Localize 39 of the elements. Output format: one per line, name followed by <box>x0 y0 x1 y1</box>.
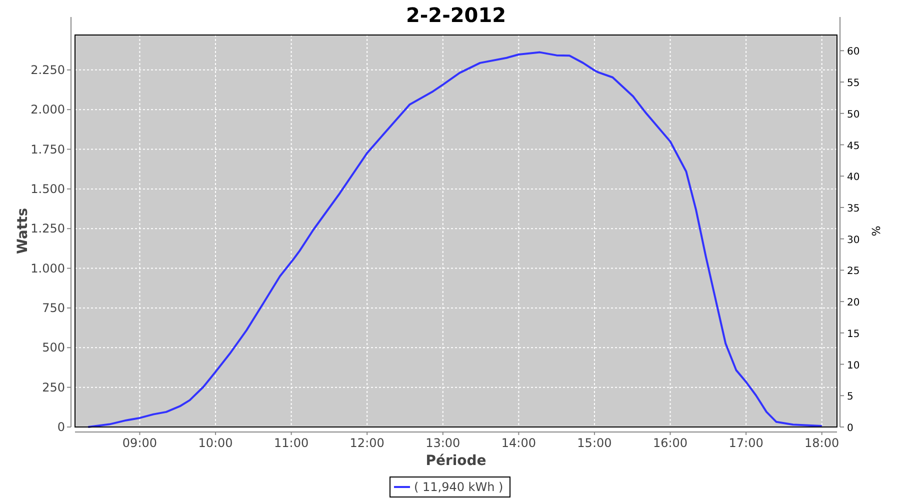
y-tick-label: 500 <box>42 340 65 355</box>
y-tick-label: 2.000 <box>30 102 65 117</box>
x-tick-label: 15:00 <box>577 436 612 450</box>
y2-tick-label: 35 <box>847 203 860 214</box>
y-tick-label: 250 <box>42 380 65 394</box>
y2-tick-label: 30 <box>847 234 860 246</box>
y2-tick-label: 40 <box>847 172 860 184</box>
line-series <box>87 51 823 428</box>
y-tick-label: 1.500 <box>30 182 65 196</box>
y2-tick-label: 45 <box>847 140 860 152</box>
y2-tick-label: 50 <box>847 109 860 120</box>
y2-tick-label: 60 <box>847 46 860 58</box>
x-tick-label: 13:00 <box>426 436 460 450</box>
y-tick-label: 750 <box>42 300 65 315</box>
legend-label: ( 11,940 kWh ) <box>414 480 504 494</box>
y2-tick-label: 15 <box>847 328 860 340</box>
y2-tick-label: 20 <box>847 298 860 309</box>
y2-tick-label: 55 <box>847 78 860 90</box>
y2-tick-label: 0 <box>847 423 854 434</box>
y-tick-label: 1.000 <box>30 261 65 276</box>
y-tick-label: 2.250 <box>30 62 65 77</box>
x-tick-label: 16:00 <box>652 436 688 450</box>
x-tick-label: 09:00 <box>122 436 158 450</box>
x-tick-label: 12:00 <box>350 436 384 450</box>
x-tick-label: 14:00 <box>501 436 536 450</box>
y-axis-title: Watts <box>15 208 31 254</box>
y2-axis-title: % <box>869 226 882 236</box>
y2-tick-label: 10 <box>847 360 860 372</box>
chart-title: 2-2-2012 <box>406 3 506 27</box>
x-tick-label: 17:00 <box>728 436 764 450</box>
y-tick-label: 1.750 <box>30 142 65 156</box>
x-tick-label: 11:00 <box>274 436 309 450</box>
y-tick-label: 0 <box>57 420 65 434</box>
x-tick-label: 10:00 <box>198 436 233 450</box>
y2-tick-label: 5 <box>847 392 854 403</box>
x-axis-title: Période <box>426 453 486 469</box>
x-tick-label: 18:00 <box>804 436 840 450</box>
y2-tick-label: 25 <box>847 266 860 278</box>
y-tick-label: 1.250 <box>30 222 65 236</box>
